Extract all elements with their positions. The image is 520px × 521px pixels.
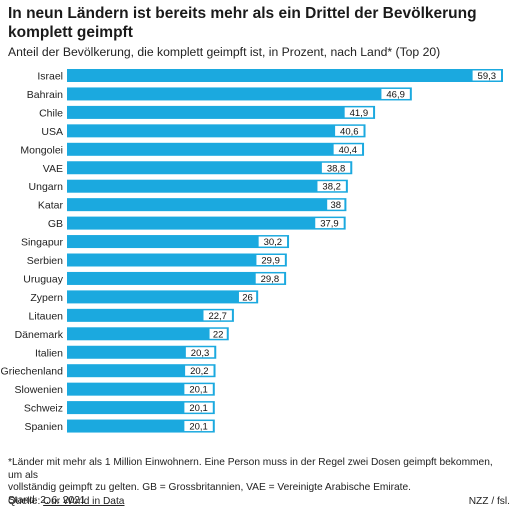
value-label-bg-singapur (258, 236, 288, 247)
value-label-griechenland: 20,2 (190, 366, 209, 377)
category-label-italien: Italien (35, 347, 63, 359)
bar-danemark (67, 327, 229, 341)
category-label-serbien: Serbien (27, 255, 63, 267)
bar-italien (67, 345, 217, 359)
source-link[interactable]: Our World in Data (43, 496, 125, 507)
category-label-danemark: Dänemark (15, 329, 64, 341)
chart-title: In neun Ländern ist bereits mehr als ein… (8, 5, 477, 41)
bar-chile (67, 105, 376, 119)
value-label-italien: 20,3 (191, 348, 210, 359)
bar-slowenien (67, 382, 215, 396)
bar-katar (67, 198, 347, 212)
value-label-singapur: 30,2 (264, 237, 283, 248)
bar-bahrain (67, 87, 412, 101)
value-label-bg-mongolei (333, 144, 363, 155)
category-label-spanien: Spanien (24, 421, 63, 433)
value-label-bg-ungarn (317, 181, 346, 192)
bar-vae (67, 161, 353, 175)
bar-usa (67, 124, 366, 138)
chart-subtitle: Anteil der Bevölkerung, die komplett gei… (8, 45, 441, 59)
value-label-schweiz: 20,1 (189, 403, 208, 414)
value-label-slowenien: 20,1 (189, 385, 208, 396)
value-label-gb: 37,9 (320, 219, 339, 230)
value-label-mongolei: 40,4 (339, 145, 358, 156)
source-label: Quelle: (8, 496, 41, 507)
value-label-bg-israel (472, 70, 501, 81)
category-label-gb: GB (48, 218, 63, 230)
value-label-zypern: 26 (242, 292, 253, 303)
value-label-spanien: 20,1 (189, 422, 208, 433)
value-label-uruguay: 29,8 (261, 274, 280, 285)
value-label-bg-danemark (209, 328, 227, 339)
category-label-usa: USA (41, 126, 63, 138)
category-label-griechenland: Griechenland (1, 366, 64, 378)
category-label-uruguay: Uruguay (23, 273, 63, 285)
category-label-bahrain: Bahrain (27, 89, 63, 101)
value-label-bg-uruguay (255, 273, 285, 284)
value-label-bg-italien (185, 347, 215, 358)
value-label-usa: 40,6 (340, 126, 359, 137)
value-label-litauen: 22,7 (208, 311, 227, 322)
bar-spanien (67, 419, 215, 433)
category-label-vae: VAE (43, 163, 63, 175)
bar-singapur (67, 235, 290, 249)
value-label-bg-katar (327, 199, 345, 210)
value-label-bg-usa (335, 125, 364, 136)
value-label-bg-serbien (256, 255, 285, 265)
bar-israel (67, 69, 503, 82)
bar-ungarn (67, 179, 348, 193)
category-label-schweiz: Schweiz (24, 403, 63, 415)
bar-griechenland (67, 364, 216, 378)
value-label-vae: 38,8 (327, 163, 346, 174)
footnote: *Länder mit mehr als 1 Million Einwohner… (8, 457, 508, 507)
value-label-danemark: 22 (213, 329, 224, 340)
footnote-line-1: *Länder mit mehr als 1 Million Einwohner… (8, 457, 493, 481)
value-label-bg-litauen (203, 310, 232, 321)
category-label-zypern: Zypern (30, 292, 63, 304)
value-label-serbien: 29,9 (261, 256, 280, 267)
category-label-singapur: Singapur (21, 237, 64, 249)
bar-uruguay (67, 271, 287, 285)
value-label-bg-vae (321, 162, 351, 173)
bar-litauen (67, 308, 234, 322)
category-label-ungarn: Ungarn (29, 181, 64, 193)
footnote-line-2: vollständig geimpft zu gelten. GB = Gros… (8, 482, 411, 494)
value-label-bg-bahrain (381, 88, 410, 99)
category-label-katar: Katar (38, 200, 64, 212)
value-label-bg-chile (344, 107, 374, 118)
category-label-chile: Chile (39, 107, 63, 119)
value-label-israel: 59,3 (478, 71, 497, 82)
value-label-bg-slowenien (184, 384, 213, 395)
value-label-chile: 41,9 (350, 108, 369, 119)
value-label-bg-spanien (184, 421, 213, 432)
value-label-bahrain: 46,9 (386, 89, 405, 100)
category-label-israel: Israel (37, 71, 63, 83)
source-line: Quelle: Our World in Data (8, 496, 124, 509)
credit: NZZ / fsl. (468, 496, 510, 507)
category-label-mongolei: Mongolei (20, 144, 63, 156)
bar-gb (67, 216, 346, 230)
value-label-bg-zypern (238, 291, 257, 302)
date-note: Stand: 2. 6. 2021 (8, 494, 86, 506)
value-label-bg-schweiz (184, 402, 213, 413)
bar-schweiz (67, 401, 215, 415)
category-label-slowenien: Slowenien (15, 384, 64, 396)
bar-chart: Israel 59,3 Bahrain 46,9 Chile 41,9 USA 40,6 Mon… (1, 69, 503, 433)
bar-mongolei (67, 142, 365, 156)
category-label-litauen: Litauen (29, 310, 64, 322)
bar-zypern (67, 290, 259, 304)
value-label-bg-griechenland (185, 365, 214, 376)
value-label-bg-gb (315, 218, 344, 229)
value-label-katar: 38 (331, 200, 342, 211)
bar-serbien (67, 253, 287, 267)
value-label-ungarn: 38,2 (322, 182, 341, 193)
